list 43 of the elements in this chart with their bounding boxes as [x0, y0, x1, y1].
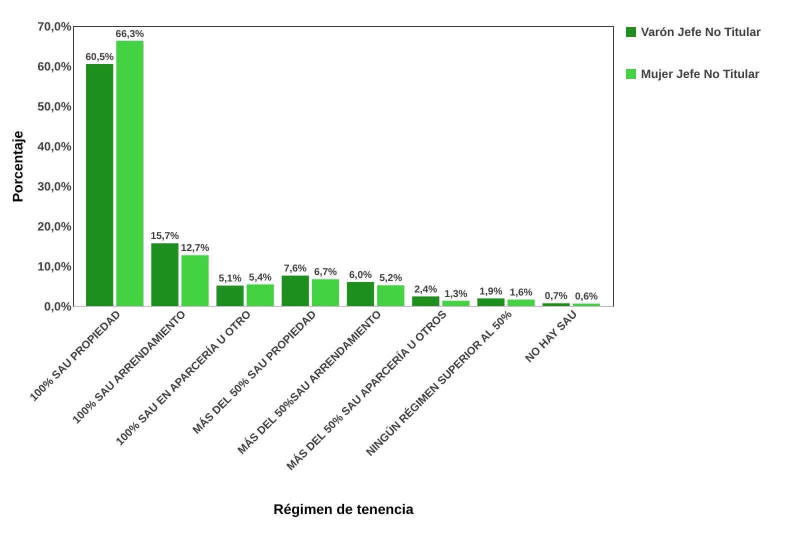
bar — [346, 282, 374, 306]
bar — [312, 279, 340, 306]
bar — [282, 276, 309, 306]
data-label: 1,3% — [444, 288, 468, 300]
legend-label: Varón Jefe No Titular — [641, 25, 762, 39]
y-axis-title: Porcentaje — [9, 130, 26, 202]
bar — [477, 298, 505, 306]
data-label: 1,9% — [480, 286, 502, 298]
y-tick-label: 10,0% — [37, 260, 72, 274]
data-label: 1,6% — [510, 288, 533, 299]
y-tick-label: 40,0% — [37, 140, 72, 154]
y-tick-label: 30,0% — [37, 180, 72, 194]
data-label: 5,1% — [218, 274, 242, 285]
data-label: 6,7% — [314, 267, 337, 278]
data-label: 5,4% — [248, 272, 272, 284]
bar — [377, 285, 404, 306]
data-label: 6,0% — [349, 270, 372, 281]
data-label: 7,6% — [284, 264, 307, 275]
bar — [412, 296, 440, 306]
bar — [86, 64, 114, 306]
legend-label: Mujer Jefe No Titular — [641, 67, 760, 81]
data-label: 60,5% — [85, 52, 114, 63]
bar — [542, 303, 570, 306]
data-label: 15,7% — [150, 231, 180, 242]
bar — [216, 286, 244, 306]
bar — [246, 284, 274, 306]
data-label: 66,3% — [116, 28, 144, 40]
data-label: 12,7% — [180, 243, 210, 254]
y-tick-label: 60,0% — [37, 60, 72, 74]
y-tick-label: 50,0% — [37, 100, 72, 114]
bar — [151, 243, 178, 306]
data-label: 0,6% — [574, 292, 598, 303]
bar — [116, 40, 144, 306]
y-tick-label: 20,0% — [37, 220, 72, 234]
bar — [181, 255, 209, 306]
data-label: 5,2% — [379, 273, 402, 284]
x-axis-title: Régimen de tenencia — [273, 501, 414, 518]
data-label: 0,7% — [544, 291, 568, 302]
bar — [442, 300, 470, 306]
y-tick-label: 0,0% — [44, 300, 72, 314]
y-tick-label: 70,0% — [37, 20, 72, 34]
data-label: 2,4% — [414, 284, 438, 296]
bar — [508, 300, 535, 306]
